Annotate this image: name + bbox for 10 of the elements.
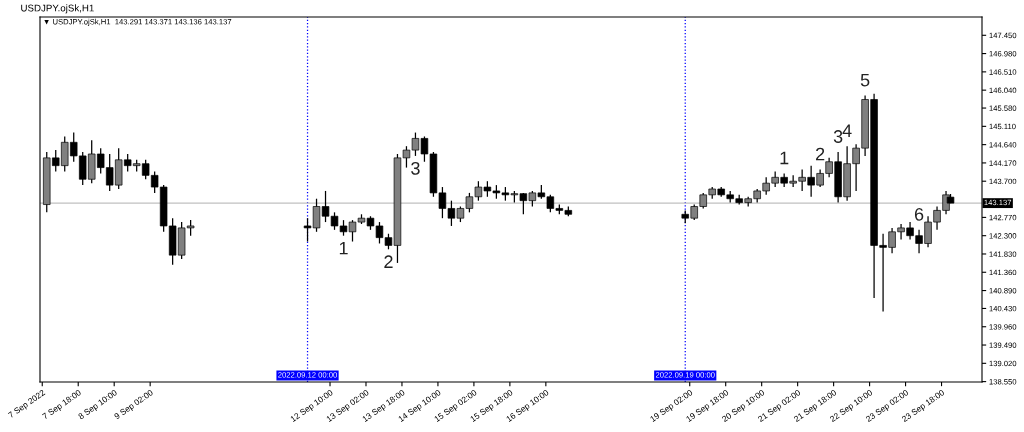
annotation: 5 [860, 73, 870, 87]
annotation: 1 [339, 241, 348, 255]
annotation: 2 [816, 147, 825, 161]
annotation: 2 [384, 255, 393, 268]
annotation: 6 [914, 207, 924, 221]
annotation: 4 [842, 124, 852, 137]
chart-title: USDJPY.ojSk,H1 [21, 4, 94, 14]
annotation: 3 [411, 161, 420, 175]
annotation: 3 [833, 130, 843, 143]
annotation: 1 [780, 151, 789, 165]
